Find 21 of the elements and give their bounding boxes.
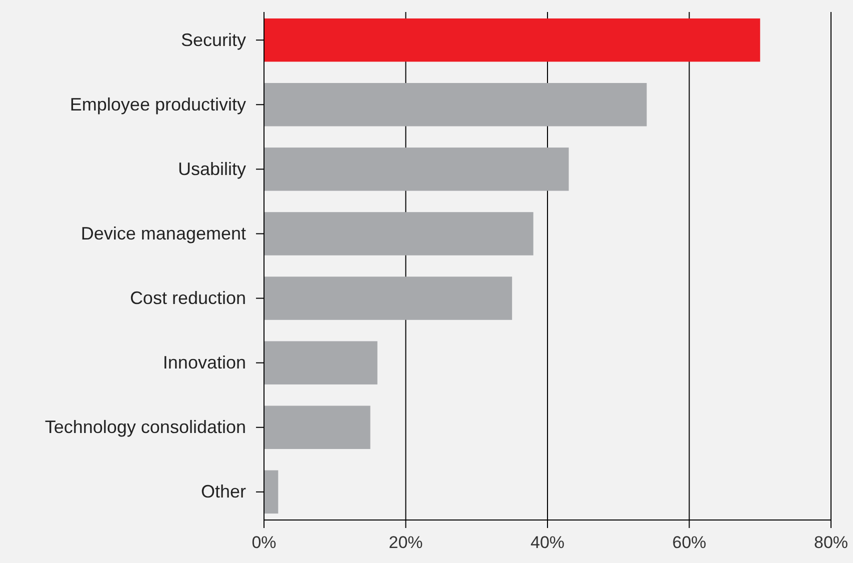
x-tick-label: 0% [252,533,276,552]
x-tick-label: 40% [530,533,565,552]
y-tick-label: Innovation [162,352,246,373]
bar [264,470,278,514]
y-tick-label: Technology consolidation [44,417,246,438]
y-tick-label: Security [180,30,246,50]
bar [264,276,512,320]
y-tick-label: Device management [80,223,246,244]
x-tick-label: 60% [672,533,706,552]
bar [264,406,370,449]
bar [264,341,378,384]
x-tick-label: 20% [388,533,423,552]
x-tick-label: 80% [814,533,848,552]
y-tick-label: Usability [178,158,246,179]
bar [264,212,534,256]
bar [264,18,760,62]
y-tick-label: Employee productivity [70,94,246,114]
bar [264,148,569,191]
bar [264,83,647,126]
y-tick-label: Other [200,482,246,502]
y-tick-label: Cost reduction [130,288,246,308]
